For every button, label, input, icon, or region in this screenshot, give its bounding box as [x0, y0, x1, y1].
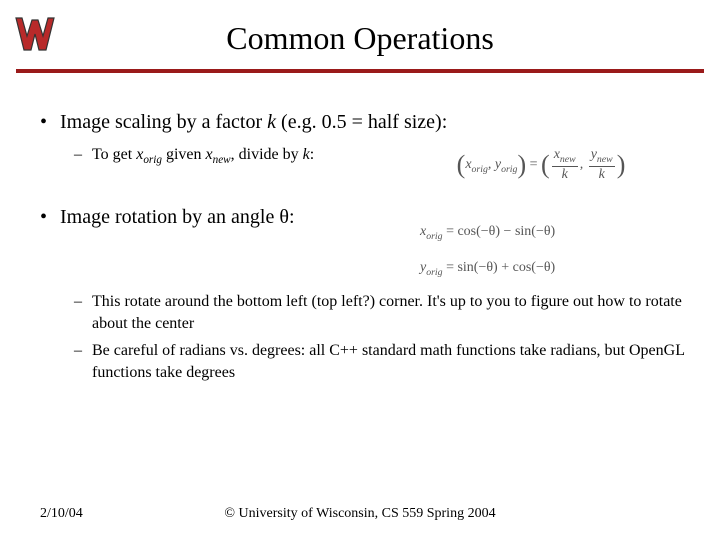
text: Image rotation by an angle: [60, 206, 279, 228]
text: given: [162, 146, 206, 163]
eq-k: k: [552, 167, 578, 182]
title-rule: [16, 69, 704, 73]
equation-rotation-y: yorig = sin(−θ) + cos(−θ): [420, 260, 630, 278]
sub-bullet-rotate-corner: This rotate around the bottom left (top …: [92, 291, 690, 334]
sub-new: new: [213, 154, 231, 166]
eq-sub: orig: [501, 164, 517, 175]
footer-copyright: © University of Wisconsin, CS 559 Spring…: [0, 506, 720, 522]
var-theta: θ: [279, 206, 289, 228]
equation-rotation-x: xorig = cos(−θ) − sin(−θ): [420, 224, 630, 242]
footer: 2/10/04 © University of Wisconsin, CS 55…: [0, 506, 720, 522]
text: :: [289, 206, 295, 228]
sub-orig: orig: [143, 154, 162, 166]
eq-rhs: = sin(−θ) + cos(−θ): [443, 260, 556, 275]
var-x: x: [206, 146, 213, 163]
slide-title: Common Operations: [0, 20, 720, 69]
eq-sub: new: [597, 154, 613, 165]
eq-sub: new: [560, 154, 576, 165]
equation-scaling: (xorig, yorig) = (xnewk, ynewk): [426, 148, 656, 182]
eq-sub: orig: [426, 267, 442, 278]
text: , divide by: [231, 146, 303, 163]
var-k: k: [303, 146, 310, 163]
eq-k: k: [589, 167, 615, 182]
text: :: [310, 146, 314, 163]
text: Image scaling by a factor: [60, 111, 267, 133]
text: (e.g. 0.5 = half size):: [276, 111, 447, 133]
eq-sub: orig: [426, 231, 442, 242]
header: Common Operations: [0, 0, 720, 73]
var-k: k: [267, 111, 276, 133]
text: To get: [92, 146, 136, 163]
eq-rhs: = cos(−θ) − sin(−θ): [443, 224, 556, 239]
sub-bullet-radians: Be careful of radians vs. degrees: all C…: [92, 340, 690, 383]
footer-date: 2/10/04: [40, 506, 83, 522]
wisconsin-logo: [12, 10, 58, 56]
eq-sub: orig: [472, 164, 488, 175]
